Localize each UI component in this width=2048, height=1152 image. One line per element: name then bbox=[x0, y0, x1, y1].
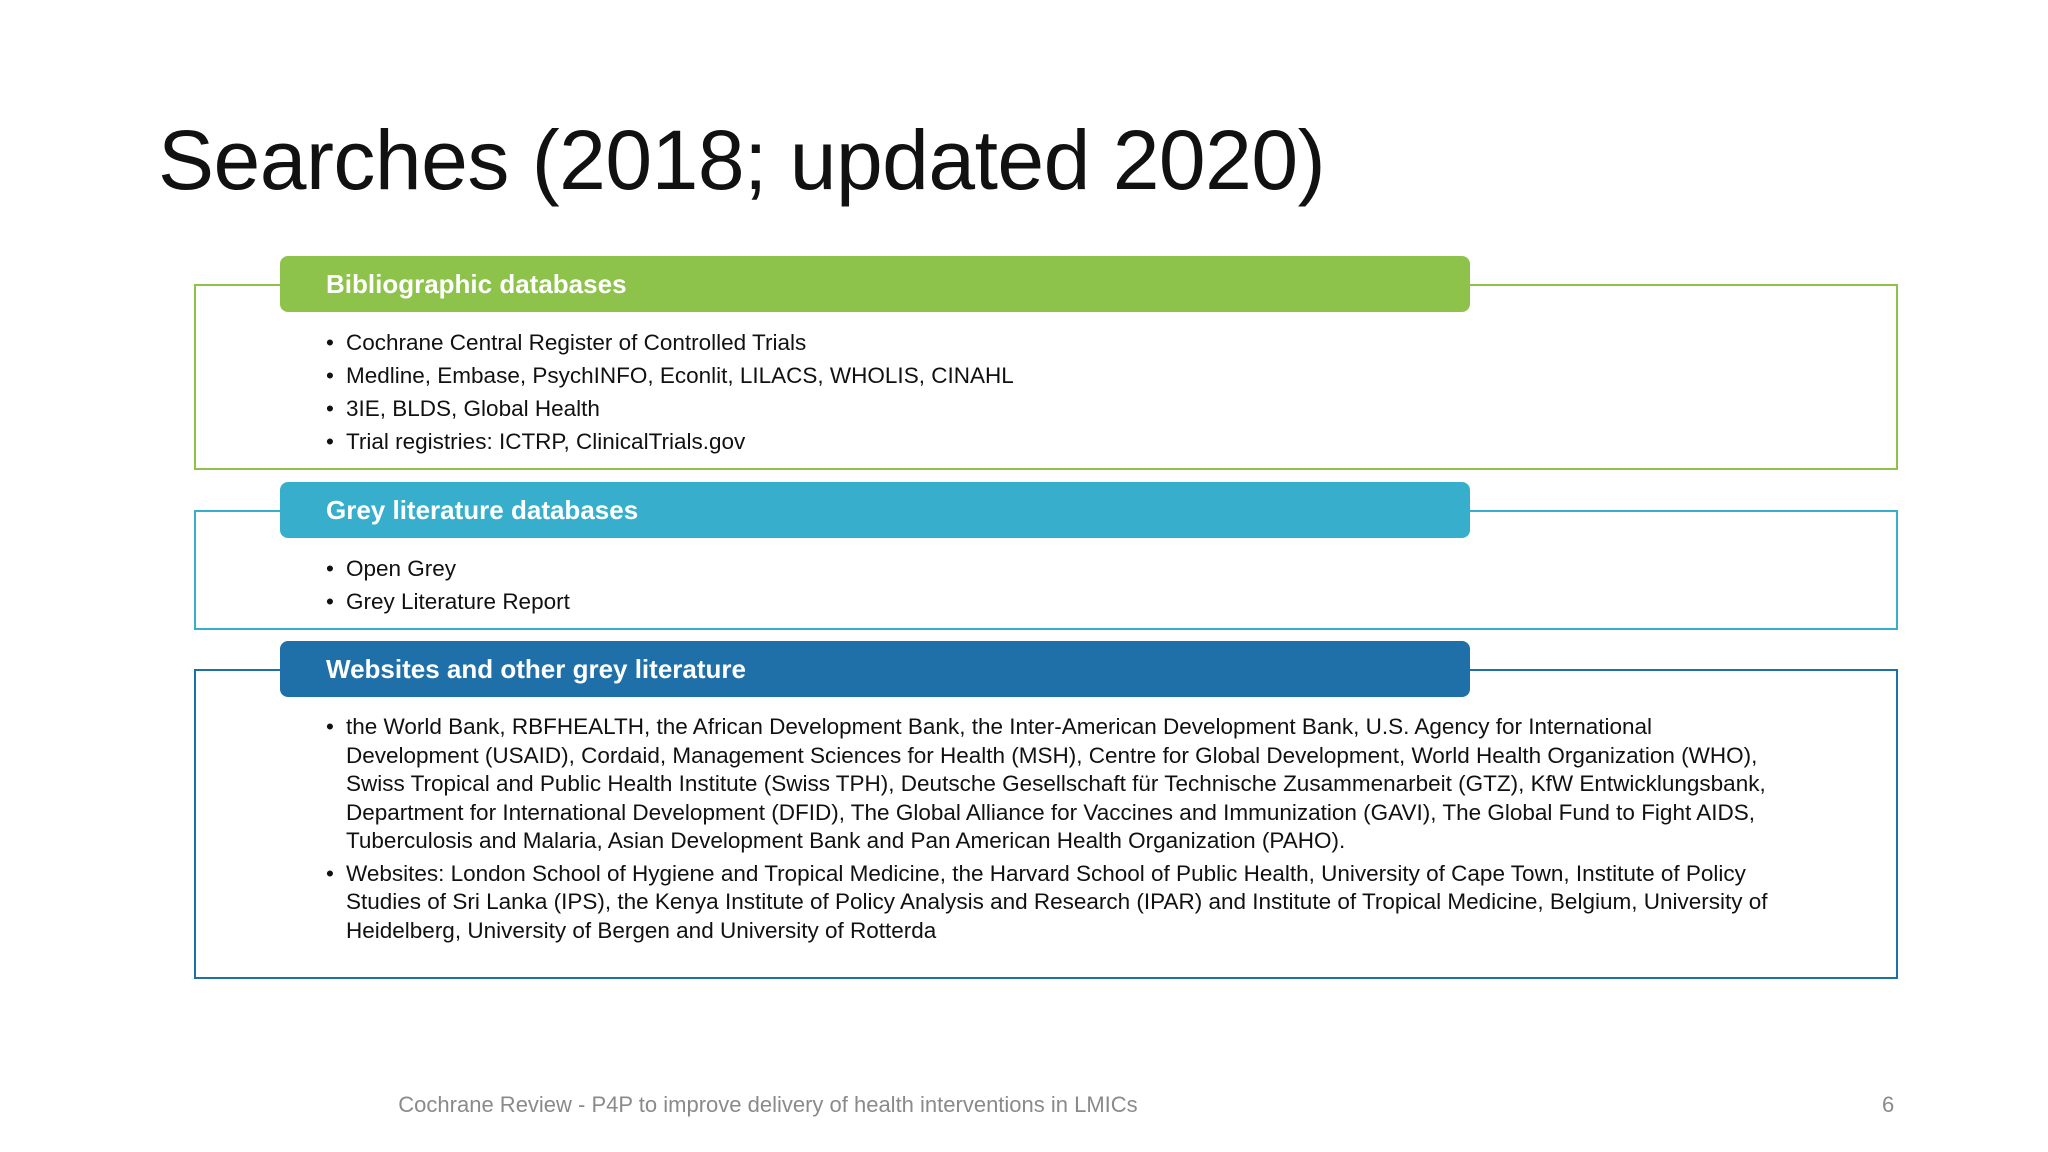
list-item: • Grey Literature Report bbox=[326, 585, 1768, 618]
slide-footer: Cochrane Review - P4P to improve deliver… bbox=[398, 1092, 1138, 1117]
bibliographic-databases-group: Bibliographic databases • Cochrane Centra… bbox=[194, 256, 1898, 472]
slide-title: Searches (2018; updated 2020) bbox=[158, 113, 1326, 207]
list-item: • Trial registries: ICTRP, ClinicalTrials… bbox=[326, 425, 1768, 458]
list-item: • Medline, Embase, PsychINFO, Econlit, LI… bbox=[326, 359, 1768, 392]
bullet-icon: • bbox=[326, 714, 334, 739]
bullet-icon: • bbox=[326, 556, 334, 581]
list-item: • 3IE, BLDS, Global Health bbox=[326, 392, 1768, 425]
bullet-icon: • bbox=[326, 363, 334, 388]
list-item-text: 3IE, BLDS, Global Health bbox=[346, 396, 600, 421]
list-item: • Cochrane Central Register of Controlled… bbox=[326, 326, 1768, 359]
list-item-text: Grey Literature Report bbox=[346, 589, 570, 614]
list-item: • the World Bank, RBFHEALTH, the African … bbox=[326, 713, 1768, 856]
group-item-list: • Cochrane Central Register of Controlled… bbox=[326, 326, 1768, 458]
bullet-icon: • bbox=[326, 396, 334, 421]
bullet-icon: • bbox=[326, 860, 334, 886]
list-item-text: the World Bank, RBFHEALTH, the African D… bbox=[346, 714, 1766, 853]
group-heading: Websites and other grey literature bbox=[280, 641, 1470, 697]
list-item-text: Trial registries: ICTRP, ClinicalTrials.… bbox=[346, 429, 746, 454]
bullet-icon: • bbox=[326, 589, 334, 614]
grey-literature-databases-group: Grey literature databases • Open Grey • Gr… bbox=[194, 482, 1898, 630]
list-item: • Websites: London School of Hygiene and … bbox=[326, 860, 1768, 946]
list-item-text: Cochrane Central Register of Controlled … bbox=[346, 330, 807, 355]
list-item: • Open Grey bbox=[326, 552, 1768, 585]
list-item-text: Medline, Embase, PsychINFO, Econlit, LIL… bbox=[346, 363, 1014, 388]
group-heading: Grey literature databases bbox=[280, 482, 1470, 538]
list-item-text: Websites: London School of Hygiene and T… bbox=[346, 860, 1768, 943]
websites-grey-literature-group: Websites and other grey literature • the … bbox=[194, 641, 1898, 979]
group-heading: Bibliographic databases bbox=[280, 256, 1470, 312]
list-item-text: Open Grey bbox=[346, 556, 457, 581]
group-item-list: • Open Grey • Grey Literature Report bbox=[326, 552, 1768, 618]
group-item-list: • the World Bank, RBFHEALTH, the African … bbox=[326, 713, 1768, 949]
bullet-icon: • bbox=[326, 330, 334, 355]
page-number: 6 bbox=[1882, 1092, 1895, 1117]
bullet-icon: • bbox=[326, 429, 334, 454]
